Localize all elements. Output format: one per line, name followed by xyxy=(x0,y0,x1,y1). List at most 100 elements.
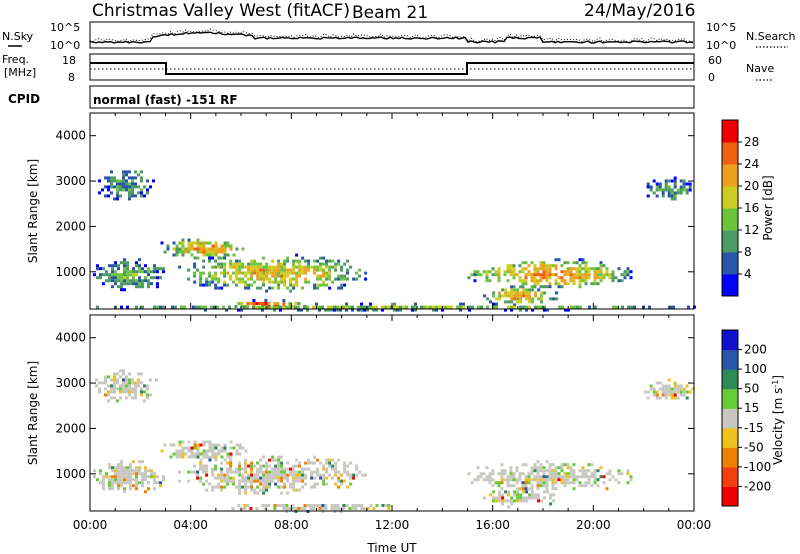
echo-cell xyxy=(286,256,290,260)
echo-cell xyxy=(255,302,259,305)
echo-cell xyxy=(512,264,516,268)
echo-cell xyxy=(545,276,549,280)
cpid-panel-frame xyxy=(89,85,695,109)
echo-cell xyxy=(316,467,320,471)
echo-cell xyxy=(334,464,338,468)
echo-cell xyxy=(229,440,233,444)
echo-cell xyxy=(507,490,511,494)
echo-cell xyxy=(277,274,281,278)
echo-cell xyxy=(135,469,138,473)
x-tick-label: 00:00 xyxy=(677,518,712,532)
echo-cell xyxy=(623,276,627,280)
echo-cell xyxy=(181,253,185,257)
echo-cell xyxy=(504,499,508,503)
echo-cell xyxy=(111,466,114,470)
colorbar-tick-label: 200 xyxy=(744,343,767,357)
echo-cell xyxy=(513,493,517,497)
echo-cell xyxy=(563,472,567,476)
echo-cell xyxy=(123,261,126,265)
echo-cell xyxy=(587,270,591,274)
echo-cell xyxy=(274,467,278,471)
echo-cell xyxy=(331,265,335,269)
echo-cell xyxy=(120,305,123,309)
echo-cell xyxy=(533,463,537,467)
echo-cell xyxy=(226,476,230,480)
echo-cell xyxy=(286,274,290,278)
echo-cell xyxy=(271,458,275,462)
echo-cell xyxy=(319,473,323,477)
echo-cell xyxy=(286,467,290,471)
echo-cell xyxy=(566,475,570,479)
echo-cell xyxy=(557,285,561,289)
echo-cell xyxy=(202,464,206,468)
echo-cell xyxy=(193,241,197,245)
echo-cell xyxy=(307,259,311,263)
echo-cell xyxy=(256,485,260,489)
echo-cell xyxy=(312,305,315,309)
colorbar-tick-label: 8 xyxy=(744,245,752,259)
echo-cell xyxy=(295,488,299,492)
echo-cell xyxy=(626,273,630,277)
echo-cell xyxy=(199,461,203,465)
echo-cell xyxy=(134,170,137,174)
echo-cell xyxy=(584,279,588,283)
echo-cell xyxy=(259,268,263,272)
echo-cell xyxy=(691,387,695,391)
echo-cell xyxy=(578,279,582,283)
echo-cell xyxy=(491,267,495,271)
echo-cell xyxy=(563,282,567,286)
echo-cell xyxy=(119,179,122,183)
echo-cell xyxy=(211,256,215,260)
echo-cell xyxy=(292,268,296,272)
echo-cell xyxy=(292,473,296,477)
echo-cell xyxy=(536,273,540,277)
echo-cell xyxy=(485,279,489,283)
echo-cell xyxy=(262,470,266,474)
echo-cell xyxy=(316,277,320,281)
echo-cell xyxy=(282,305,285,309)
echo-cell xyxy=(676,188,680,192)
echo-cell xyxy=(495,297,499,301)
echo-cell xyxy=(670,197,674,201)
echo-cell xyxy=(545,264,549,268)
echo-cell xyxy=(256,479,260,483)
echo-cell xyxy=(187,440,191,444)
echo-cell xyxy=(611,276,615,280)
echo-cell xyxy=(319,256,323,260)
echo-cell xyxy=(534,294,538,298)
echo-cell xyxy=(528,294,532,298)
echo-cell xyxy=(104,176,107,180)
echo-cell xyxy=(149,393,152,397)
echo-cell xyxy=(596,276,600,280)
echo-cell xyxy=(229,277,233,281)
echo-cell xyxy=(128,372,131,376)
echo-cell xyxy=(282,299,286,302)
echo-cell xyxy=(132,273,135,277)
echo-cell xyxy=(199,479,203,483)
echo-cell xyxy=(292,479,296,483)
echo-cell xyxy=(340,265,344,269)
x-tick-label: 20:00 xyxy=(576,518,611,532)
echo-cell xyxy=(313,485,317,489)
echo-cell xyxy=(518,279,522,283)
echo-cell xyxy=(313,259,317,263)
echo-cell xyxy=(280,476,284,480)
power-panel-frame xyxy=(89,112,695,310)
echo-cell xyxy=(104,375,107,379)
echo-cell xyxy=(223,485,227,489)
echo-cell xyxy=(337,485,341,489)
echo-cell xyxy=(402,305,405,309)
echo-cell xyxy=(132,279,135,283)
echo-cell xyxy=(557,258,561,262)
echo-cell xyxy=(238,262,242,266)
echo-cell xyxy=(208,259,212,263)
echo-cell xyxy=(340,479,344,483)
echo-cell xyxy=(319,476,323,480)
echo-cell xyxy=(262,488,266,492)
colorbar-tick-label: 4 xyxy=(744,267,752,281)
echo-cell xyxy=(119,390,122,394)
echo-cell xyxy=(545,285,549,289)
echo-cell xyxy=(205,241,209,245)
echo-cell xyxy=(279,308,282,312)
echo-cell xyxy=(256,470,260,474)
